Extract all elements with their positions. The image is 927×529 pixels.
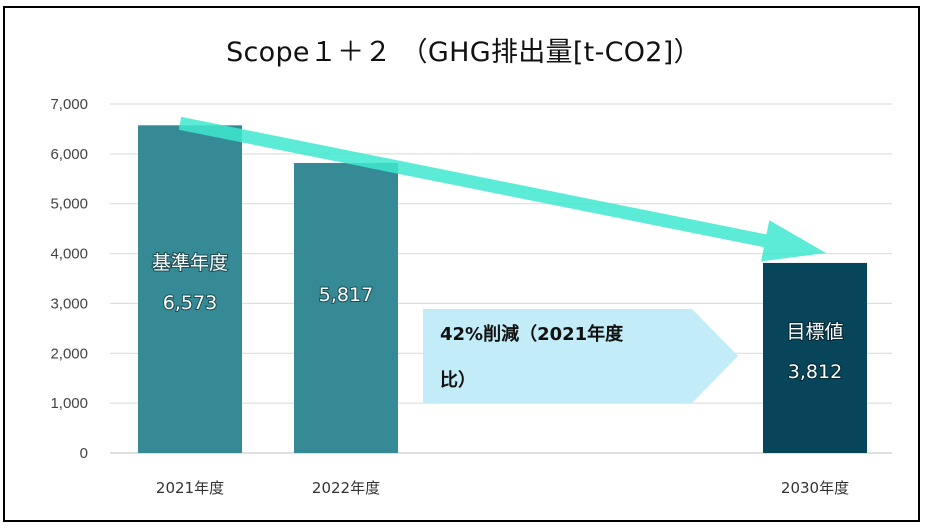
reduction-callout-line1: 42%削減（2021年度 <box>440 323 624 345</box>
x-category-label: 2022年度 <box>312 479 380 497</box>
bar-tag-label: 基準年度 <box>152 252 228 274</box>
bar <box>138 125 242 453</box>
y-tick-label: 5,000 <box>50 196 88 213</box>
x-category-label: 2021年度 <box>156 479 224 497</box>
bar-value-label: 6,573 <box>163 292 217 314</box>
trend-arrow <box>178 116 826 262</box>
bar <box>294 162 398 453</box>
reduction-callout-arrow <box>423 309 738 403</box>
bars <box>138 125 867 453</box>
y-tick-label: 1,000 <box>50 395 88 412</box>
y-tick-label: 4,000 <box>50 246 88 263</box>
y-tick-label: 3,000 <box>50 295 88 312</box>
y-tick-label: 2,000 <box>50 345 88 362</box>
bar <box>763 262 867 453</box>
trend-arrow-shape <box>178 116 826 262</box>
y-tick-label: 7,000 <box>50 96 88 113</box>
x-axis-labels: 2021年度 2022年度 2030年度 <box>156 479 849 497</box>
reduction-callout: 42%削減（2021年度 比） <box>423 309 738 403</box>
chart-title: Scope１＋２ （GHG排出量[t-CO2]） <box>226 37 701 68</box>
bar-tag-label: 目標値 <box>786 321 843 343</box>
y-tick-label: 6,000 <box>50 146 88 163</box>
y-tick-label: 0 <box>80 445 88 462</box>
y-axis-ticks: 0 1,000 2,000 3,000 4,000 5,000 6,000 7,000 <box>50 96 88 462</box>
bar-value-label: 3,812 <box>788 361 842 383</box>
bar-labels: 基準年度 6,573 5,817 目標値 3,812 <box>151 251 845 384</box>
reduction-callout-line2: 比） <box>440 370 476 391</box>
bar-value-label: 5,817 <box>319 284 373 306</box>
x-category-label: 2030年度 <box>781 479 849 497</box>
